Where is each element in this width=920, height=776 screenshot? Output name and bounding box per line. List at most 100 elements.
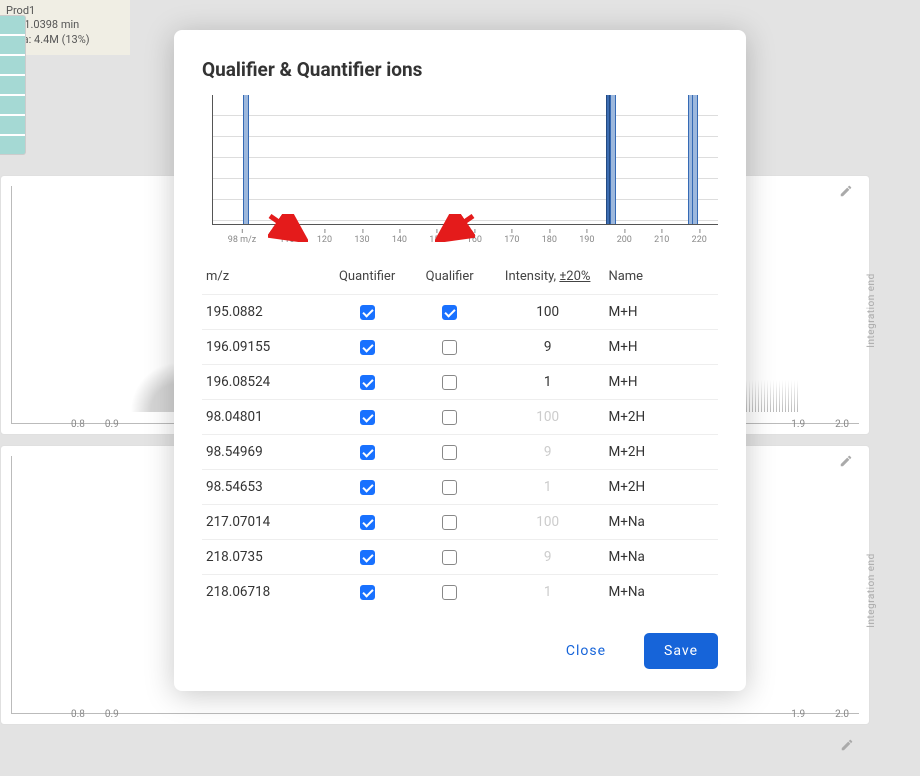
spectrum-peak [243,95,249,224]
cell-intensity: 100 [491,295,605,330]
qualifier-checkbox[interactable] [442,445,457,460]
table-row: 196.08524 1M+H [202,365,718,400]
xtick: 2.0 [835,419,849,439]
qualifier-checkbox[interactable] [442,585,457,600]
spectrum-xtick: 160 [467,235,482,245]
edit-icon[interactable] [839,454,853,468]
col-mz: m/z [202,263,326,295]
col-qualifier: Qualifier [408,263,491,295]
cell-name: M+H [604,295,718,330]
cell-mz: 98.54969 [202,435,326,470]
integration-end-label: Integration end [866,273,877,347]
table-row: 217.07014 100M+Na [202,505,718,540]
spectrum-xtick: 98 m/z [228,235,256,245]
cell-name: M+Na [604,575,718,610]
spectrum-xtick: 150 [429,235,444,245]
cell-qualifier [408,435,491,470]
cell-qualifier [408,470,491,505]
spectrum-xtick: 200 [617,235,632,245]
table-row: 98.546531M+2H [202,470,718,505]
quantifier-checkbox[interactable] [360,340,375,355]
qualifier-checkbox[interactable] [442,305,457,320]
qualifier-checkbox[interactable] [442,480,457,495]
cell-qualifier [408,400,491,435]
spectrum-xtick: 130 [354,235,369,245]
spectrum-xtick: 170 [504,235,519,245]
cell-qualifier [408,540,491,575]
cell-qualifier [408,575,491,610]
table-row: 218.07359M+Na [202,540,718,575]
qualifier-checkbox[interactable] [442,515,457,530]
edit-icon[interactable] [839,184,853,198]
cell-intensity: 9 [491,435,605,470]
integration-end-label: Integration end [866,553,877,627]
xtick: 0.9 [105,709,119,729]
spectrum-xtick: 180 [542,235,557,245]
cell-name: M+H [604,365,718,400]
quantifier-checkbox[interactable] [360,585,375,600]
cell-name: M+Na [604,540,718,575]
xtick: 2.0 [835,709,849,729]
cell-name: M+2H [604,400,718,435]
spectrum-xtick: 210 [654,235,669,245]
cell-name: M+2H [604,470,718,505]
spectrum-chart: 98 m/z1101201301401501601701801902002102… [202,95,718,245]
xtick: 0.8 [71,419,85,439]
table-row: 98.54969 9M+2H [202,435,718,470]
save-button[interactable]: Save [644,633,718,669]
cell-intensity: 1 [491,470,605,505]
cell-intensity: 1 [491,575,605,610]
ion-table: m/z Quantifier Qualifier Intensity, ±20%… [202,263,718,609]
cell-quantifier [326,400,409,435]
cell-mz: 196.09155 [202,330,326,365]
cell-intensity: 1 [491,365,605,400]
modal-title: Qualifier & Quantifier ions [202,58,718,81]
table-row: 98.04801100M+2H [202,400,718,435]
col-quantifier: Quantifier [326,263,409,295]
edit-icon[interactable] [840,738,854,752]
qualifier-checkbox[interactable] [442,410,457,425]
cell-qualifier [408,330,491,365]
cell-mz: 195.0882 [202,295,326,330]
quantifier-checkbox[interactable] [360,375,375,390]
table-row: 196.091559M+H [202,330,718,365]
cell-mz: 196.08524 [202,365,326,400]
qualifier-checkbox[interactable] [442,550,457,565]
quantifier-checkbox[interactable] [360,410,375,425]
cell-quantifier [326,330,409,365]
xtick: 1.9 [791,419,805,439]
cell-quantifier [326,470,409,505]
close-button[interactable]: Close [546,633,626,669]
cell-mz: 218.0735 [202,540,326,575]
cell-intensity: 100 [491,505,605,540]
table-row: 195.0882 100M+H [202,295,718,330]
cell-name: M+2H [604,435,718,470]
quantifier-checkbox[interactable] [360,445,375,460]
spectrum-xtick: 120 [317,235,332,245]
cell-quantifier [326,365,409,400]
cell-name: M+H [604,330,718,365]
cell-mz: 218.06718 [202,575,326,610]
cell-quantifier [326,505,409,540]
cell-quantifier [326,435,409,470]
quantifier-checkbox[interactable] [360,515,375,530]
cell-intensity: 100 [491,400,605,435]
cell-mz: 217.07014 [202,505,326,540]
spectrum-xtick: 220 [692,235,707,245]
cell-qualifier [408,365,491,400]
qualifier-checkbox[interactable] [442,375,457,390]
quantifier-checkbox[interactable] [360,550,375,565]
cell-name: M+Na [604,505,718,540]
cell-qualifier [408,505,491,540]
cell-quantifier [326,575,409,610]
quantifier-checkbox[interactable] [360,480,375,495]
col-name: Name [604,263,718,295]
spectrum-xtick: 190 [579,235,594,245]
spectrum-peak [610,95,616,224]
spectrum-xtick: 140 [392,235,407,245]
quantifier-checkbox[interactable] [360,305,375,320]
qualifier-checkbox[interactable] [442,340,457,355]
xtick: 0.9 [105,419,119,439]
cell-qualifier [408,295,491,330]
qualifier-quantifier-modal: Qualifier & Quantifier ions 98 m/z110120… [174,30,746,691]
